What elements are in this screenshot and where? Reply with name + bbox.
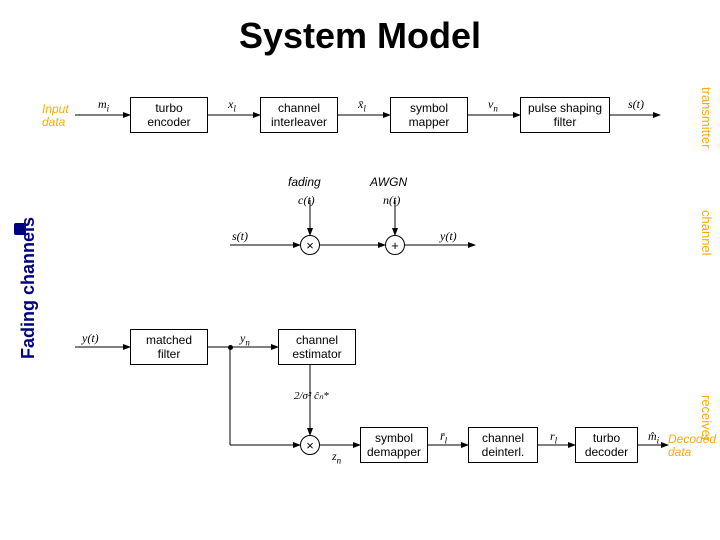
branch-dot [228,345,233,350]
x-l: xl [228,97,236,113]
c-t: c(t) [298,193,315,208]
n-t: n(t) [383,193,400,208]
mult-channel: × [300,235,320,255]
channel-deinterleaver: channel deinterl. [468,427,538,463]
input-data-label: Input data [42,103,69,129]
diagram: Fading channels transmitter channel rece… [0,75,720,535]
xbar-l: x̄l [358,97,366,113]
symbol-demapper: symbol demapper [360,427,428,463]
title: System Model [0,0,720,57]
v-n: vn [488,97,498,113]
side-fading-channels: Fading channels [18,217,39,359]
add-channel: + [385,235,405,255]
y-t-mid: y(t) [440,229,457,244]
mult-receiver: × [300,435,320,455]
matched-filter: matched filter [130,329,208,365]
output-data-label: Decoded data [668,433,716,459]
pulse-shaping-filter: pulse shaping filter [520,97,610,133]
connections [0,75,720,535]
sigma-cn: 2/σ² ĉₙ* [294,391,329,402]
channel-estimator: channel estimator [278,329,356,365]
m-i-out: m̂i [648,429,659,445]
turbo-encoder: turbo encoder [130,97,208,133]
s-t: s(t) [628,97,644,112]
r-l: rl [550,429,557,445]
side-channel: channel [699,210,714,256]
symbol-mapper: symbol mapper [390,97,468,133]
z-n: zn [332,449,341,465]
m-i: mi [98,97,109,113]
rbar-l: r̄l [440,429,447,445]
s-t-mid: s(t) [232,229,248,244]
fading-label: fading [288,175,321,189]
side-transmitter: transmitter [699,87,714,148]
turbo-decoder: turbo decoder [575,427,638,463]
y-n: yn [240,331,250,347]
y-t: y(t) [82,331,99,346]
channel-interleaver: channel interleaver [260,97,338,133]
awgn-label: AWGN [370,175,407,189]
